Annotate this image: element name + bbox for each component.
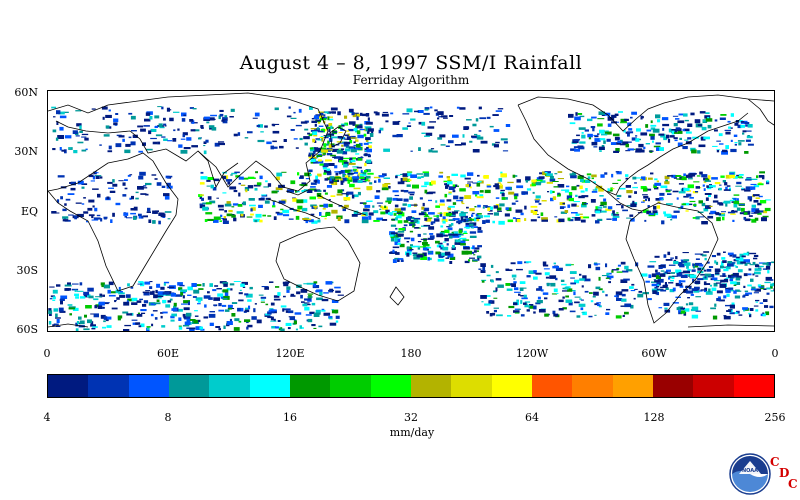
colorbar: [47, 374, 775, 398]
colorbar-segment: [451, 375, 492, 397]
noaa-logo: NOAA: [729, 453, 771, 495]
colorbar-segment: [88, 375, 129, 397]
colorbar-segment: [491, 375, 532, 397]
colorbar-tick-8: 8: [164, 411, 172, 424]
cdc-letter-c1: C: [770, 455, 780, 469]
colorbar-segment: [249, 375, 290, 397]
colorbar-tick-64: 64: [525, 411, 539, 424]
coastline-south-america: [625, 202, 719, 324]
lon-label-60w: 60W: [641, 347, 667, 360]
colorbar-segment: [370, 375, 411, 397]
coastline-japan: [329, 126, 347, 148]
colorbar-segment: [693, 375, 734, 397]
colorbar-segment: [612, 375, 653, 397]
colorbar-segment: [330, 375, 371, 397]
coastline-indonesia: [267, 188, 367, 220]
colorbar-tick-128: 128: [643, 411, 665, 424]
cdc-letter-c2: C: [788, 477, 798, 491]
lon-label-180: 180: [400, 347, 422, 360]
coastline-eurasia: [48, 92, 329, 192]
colorbar-segment: [531, 375, 573, 397]
colorbar-segment: [572, 375, 613, 397]
lat-label-60n: 60N: [14, 86, 38, 99]
coastline-india: [197, 150, 239, 189]
map-subtitle: Ferriday Algorithm: [352, 73, 470, 87]
coastline-africa: [48, 152, 179, 292]
coastline-north-america: [517, 94, 774, 196]
lat-label-eq: EQ: [20, 205, 38, 218]
colorbar-tick-4: 4: [43, 411, 51, 424]
coastline-australia: [275, 226, 361, 302]
noaa-logo-text: NOAA: [742, 468, 758, 474]
colorbar-segment: [48, 375, 89, 397]
rainfall-map-canvas: [48, 92, 774, 331]
cdc-letter-d: D: [779, 466, 790, 480]
lon-label-0-east: 0: [771, 347, 779, 360]
lat-label-60s: 60S: [16, 323, 38, 336]
colorbar-segment: [652, 375, 694, 397]
colorbar-tick-32: 32: [404, 411, 418, 424]
coastline-new-zealand: [389, 286, 405, 306]
colorbar-units: mm/day: [389, 426, 435, 439]
colorbar-segment: [209, 375, 250, 397]
colorbar-segment: [733, 375, 774, 397]
colorbar-segment: [410, 375, 452, 397]
lon-label-120e: 120E: [275, 347, 305, 360]
colorbar-tick-16: 16: [283, 411, 297, 424]
rainfall-map: [47, 90, 775, 332]
lon-label-0: 0: [43, 347, 51, 360]
map-title: August 4 – 8, 1997 SSM/I Rainfall: [239, 52, 583, 74]
lat-label-30n: 30N: [14, 145, 38, 158]
colorbar-segment: [168, 375, 210, 397]
lon-label-60e: 60E: [156, 347, 180, 360]
coastlines: [48, 92, 774, 328]
coastline-greenland: [747, 98, 774, 126]
lon-label-120w: 120W: [515, 347, 549, 360]
colorbar-segment: [289, 375, 331, 397]
colorbar-segment: [128, 375, 169, 397]
coastline-central-america: [605, 190, 643, 212]
colorbar-tick-256: 256: [764, 411, 786, 424]
lat-label-30s: 30S: [16, 264, 38, 277]
coastline-antarctica: [48, 323, 774, 328]
rainfall-field: [48, 106, 774, 331]
